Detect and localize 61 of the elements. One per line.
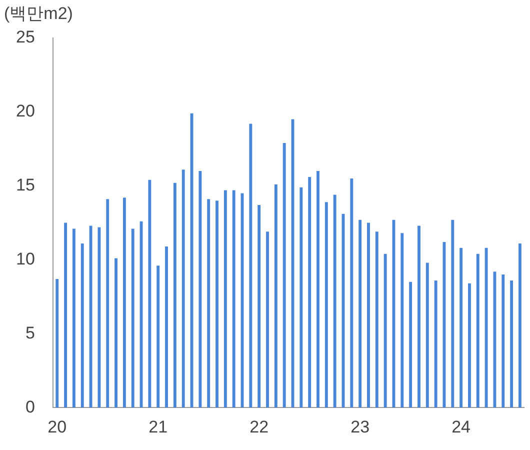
bar (384, 254, 387, 408)
bar (216, 200, 218, 408)
bar (182, 170, 185, 408)
bar (114, 258, 118, 408)
bar (510, 280, 514, 408)
bar (165, 246, 168, 408)
bar (72, 228, 76, 408)
bar (64, 222, 68, 408)
bar (224, 190, 227, 408)
bar (451, 220, 454, 408)
bar (484, 248, 488, 408)
bar (56, 278, 59, 408)
bar (468, 283, 471, 408)
bar (409, 282, 412, 408)
bar (426, 262, 429, 408)
bar (460, 248, 463, 408)
x-tick-label: 24 (452, 417, 471, 436)
y-tick-label: 5 (25, 323, 35, 342)
x-tick-label: 21 (148, 417, 168, 436)
bar (493, 272, 496, 408)
bar (375, 232, 378, 408)
bar (266, 232, 269, 408)
bar (258, 205, 261, 408)
bar (316, 171, 320, 408)
bar (98, 227, 101, 408)
bar (156, 266, 160, 408)
bar (400, 233, 404, 408)
x-tick-label: 23 (350, 417, 370, 436)
bar (518, 244, 522, 408)
y-tick-label: 25 (16, 28, 35, 47)
y-tick-label: 10 (16, 249, 35, 268)
y-axis-title: (백만m2) (4, 4, 73, 24)
bar (476, 254, 480, 408)
x-tick-label: 22 (250, 417, 269, 436)
bar (249, 124, 252, 408)
bar (274, 184, 278, 408)
bar (324, 202, 328, 408)
bar (173, 182, 176, 408)
bar (106, 199, 110, 408)
bar (148, 180, 152, 408)
bar (89, 226, 92, 408)
bar (131, 228, 134, 408)
bar (434, 280, 438, 408)
bar (367, 222, 370, 408)
y-tick-label: 20 (16, 102, 35, 121)
bar (358, 220, 362, 408)
bar (350, 178, 354, 408)
bar (232, 190, 236, 408)
bar (300, 187, 303, 408)
bar (418, 226, 420, 408)
x-tick-label: 20 (48, 417, 67, 436)
y-tick-label: 0 (25, 397, 35, 416)
bar (282, 142, 286, 408)
bar (198, 171, 202, 408)
bar (333, 194, 336, 408)
bar (308, 176, 312, 408)
bar (502, 274, 505, 408)
bar (122, 198, 126, 408)
y-tick-label: 15 (16, 176, 35, 195)
bar (207, 199, 210, 408)
bar (80, 244, 84, 408)
